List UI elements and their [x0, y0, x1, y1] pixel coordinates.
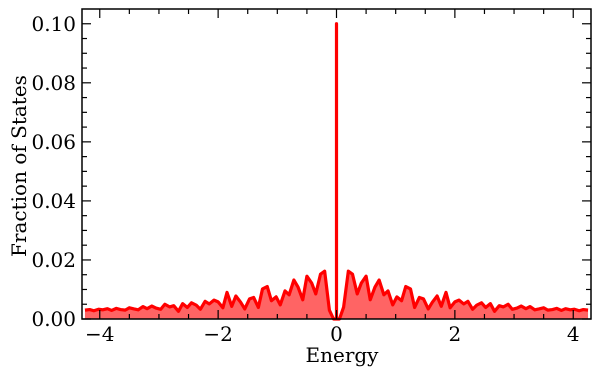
y-tick-label: 0.10	[31, 12, 76, 36]
x-tick-label: 2	[449, 322, 462, 346]
x-axis-title: Energy	[306, 343, 380, 367]
y-tick-label: 0.02	[31, 248, 76, 272]
plot-area	[84, 22, 589, 321]
x-tick-label: −4	[85, 322, 114, 346]
x-tick-label: 4	[567, 322, 580, 346]
y-tick-label: 0.06	[31, 130, 76, 154]
dos-series-line	[84, 22, 589, 321]
x-tick-label: 0	[330, 322, 343, 346]
y-axis-title: Fraction of States	[7, 75, 31, 257]
y-tick-label: 0.04	[31, 189, 76, 213]
x-tick-label: −2	[203, 322, 232, 346]
axes: −4 −2 0 2 4 0.00 0.02 0.04 0.06 0.08 0.10	[31, 8, 592, 346]
y-tick-label: 0.08	[31, 71, 76, 95]
y-tick-label: 0.00	[31, 307, 76, 331]
